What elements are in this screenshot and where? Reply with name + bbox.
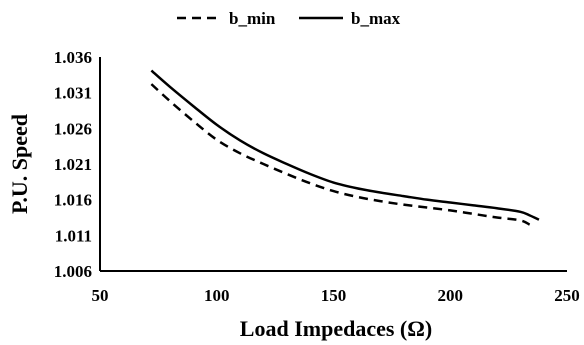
y-tick-label: 1.031: [54, 84, 92, 103]
x-tick-label: 200: [438, 286, 464, 305]
series-layer: [150, 69, 540, 226]
x-tick-label: 100: [204, 286, 230, 305]
x-tick-label: 50: [92, 286, 109, 305]
y-tick-label: 1.036: [54, 48, 92, 67]
y-tick-label: 1.006: [54, 262, 92, 281]
legend-label-b-min: b_min: [229, 9, 276, 28]
x-tick-labels: 50 100 150 200 250: [92, 286, 580, 305]
y-tick-label: 1.021: [54, 155, 92, 174]
x-tick-label: 250: [554, 286, 580, 305]
series-line-b-min: [150, 83, 531, 226]
y-tick-label: 1.011: [55, 226, 92, 245]
x-tick-label: 150: [321, 286, 347, 305]
y-tick-labels: 1.006 1.011 1.016 1.021 1.026 1.031 1.036: [54, 48, 92, 281]
y-tick-label: 1.016: [54, 191, 92, 210]
y-axis-title: P.U. Speed: [7, 114, 32, 214]
series-line-b-max: [150, 69, 540, 221]
legend: b_min b_max: [177, 9, 401, 28]
y-tick-label: 1.026: [54, 119, 92, 138]
x-axis-title: Load Impedaces (Ω): [240, 316, 432, 341]
legend-label-b-max: b_max: [351, 9, 401, 28]
